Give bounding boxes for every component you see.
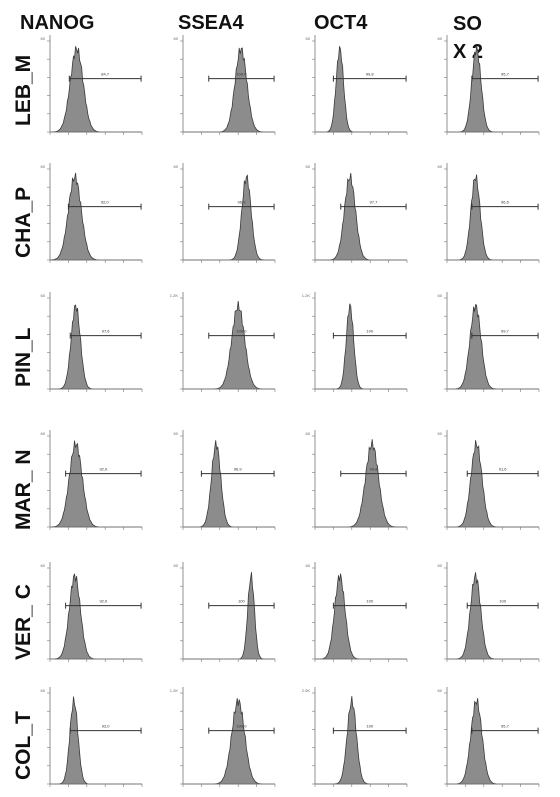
- y-tick-label: 60: [41, 293, 46, 298]
- y-tick-label: 60: [438, 563, 443, 568]
- y-tick-label: 1.2K: [170, 293, 179, 298]
- histogram-peak: [50, 573, 142, 660]
- gate-percent-label: 92,0: [99, 467, 108, 472]
- gate-percent-label: 99,8: [366, 72, 375, 77]
- histogram-peak: [50, 304, 142, 390]
- y-tick-label: 60: [438, 688, 443, 693]
- gate-percent-label: 95,7: [501, 72, 510, 77]
- histogram-peak: [50, 440, 142, 528]
- histogram-peak: [315, 173, 407, 261]
- y-tick-label: 60: [174, 563, 179, 568]
- y-tick-label: 60: [306, 164, 311, 169]
- histogram-peak: [50, 696, 142, 785]
- y-tick-label: 60: [41, 36, 46, 41]
- y-tick-label: 60: [174, 431, 179, 436]
- histogram-peak: [183, 47, 275, 133]
- gate-percent-label: 95,7: [501, 724, 510, 729]
- gate-percent-label: 100: [366, 599, 373, 604]
- gate-percent-label: 97,7: [370, 200, 379, 205]
- gate-percent-label: 99,7: [501, 329, 510, 334]
- y-tick-label: 60: [438, 293, 443, 298]
- histogram-peak: [447, 698, 539, 785]
- column-header-nanog: NANOG: [20, 12, 95, 34]
- histogram-peak: [49, 172, 142, 261]
- gate-percent-label: 100: [238, 599, 245, 604]
- column-header-ssea4: SSEA4: [178, 12, 244, 34]
- y-tick-label: 60: [41, 431, 46, 436]
- histogram-peak: [183, 440, 275, 528]
- gate-percent-label: 97,6: [102, 329, 111, 334]
- column-header-oct4: OCT4: [314, 12, 368, 34]
- histogram-peak: [315, 303, 407, 390]
- y-tick-label: 60: [438, 36, 443, 41]
- histogram-peak: [183, 572, 275, 660]
- histogram-peak: [447, 46, 539, 133]
- y-tick-label: 60: [41, 563, 46, 568]
- histogram-peak: [315, 696, 407, 785]
- gate-percent-label: 96,5: [501, 200, 510, 205]
- y-tick-label: 60: [41, 688, 46, 693]
- y-tick-label: 1.2K: [170, 688, 179, 693]
- gate-percent-label: 100,0: [236, 724, 247, 729]
- gate-percent-label: 92,0: [99, 599, 108, 604]
- gate-percent-label: 100: [366, 329, 373, 334]
- y-tick-label: 1.2K: [302, 293, 311, 298]
- gate-percent-label: 100,0: [236, 72, 247, 77]
- gate-percent-label: 100,0: [236, 329, 247, 334]
- histogram-peak: [447, 440, 539, 528]
- histogram-peak: [50, 46, 142, 133]
- gate-percent-label: 100: [366, 724, 373, 729]
- histogram-peak: [183, 300, 275, 390]
- y-tick-label: 2.0K: [302, 688, 311, 693]
- y-tick-label: 60: [306, 431, 311, 436]
- histogram-peak: [447, 572, 539, 660]
- gate-percent-label: 92,0: [102, 724, 111, 729]
- y-tick-label: 60: [306, 36, 311, 41]
- gate-percent-label: 92,0: [101, 200, 110, 205]
- gate-percent-label: 96,9: [238, 200, 247, 205]
- gate-percent-label: 84,7: [101, 72, 110, 77]
- histogram-peak: [315, 573, 407, 660]
- histogram-peak: [183, 698, 275, 785]
- histogram-peak: [447, 303, 539, 390]
- y-tick-label: 60: [174, 164, 179, 169]
- y-tick-label: 60: [438, 164, 443, 169]
- histogram-peak: [315, 439, 407, 528]
- gate-percent-label: 91,6: [499, 467, 508, 472]
- histogram-peak: [315, 46, 407, 133]
- y-tick-label: 60: [174, 36, 179, 41]
- y-tick-label: 60: [41, 164, 46, 169]
- histogram-peak: [183, 174, 275, 261]
- y-tick-label: 60: [438, 431, 443, 436]
- gate-percent-label: 99,8: [370, 467, 379, 472]
- histogram-peak: [447, 174, 539, 261]
- y-tick-label: 60: [306, 563, 311, 568]
- gate-percent-label: 96,9: [234, 467, 243, 472]
- gate-percent-label: 100: [499, 599, 506, 604]
